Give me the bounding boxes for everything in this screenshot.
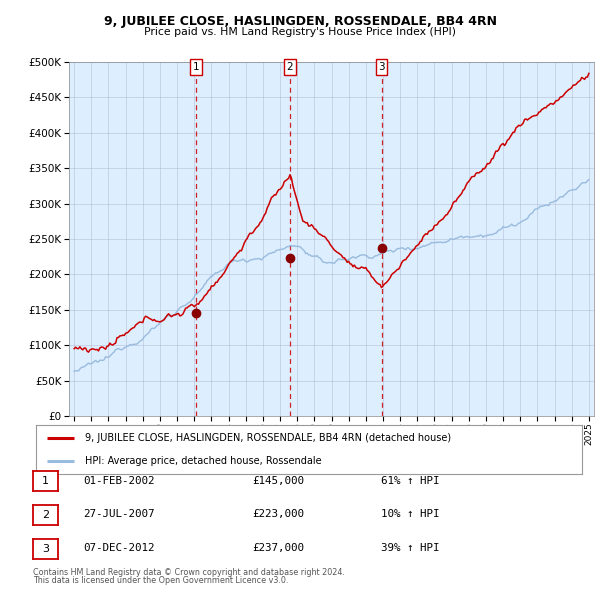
Text: This data is licensed under the Open Government Licence v3.0.: This data is licensed under the Open Gov… [33, 576, 289, 585]
Text: 07-DEC-2012: 07-DEC-2012 [83, 543, 154, 553]
Text: 9, JUBILEE CLOSE, HASLINGDEN, ROSSENDALE, BB4 4RN (detached house): 9, JUBILEE CLOSE, HASLINGDEN, ROSSENDALE… [85, 433, 451, 443]
Text: 01-FEB-2002: 01-FEB-2002 [83, 476, 154, 486]
Text: 27-JUL-2007: 27-JUL-2007 [83, 510, 154, 519]
Text: Contains HM Land Registry data © Crown copyright and database right 2024.: Contains HM Land Registry data © Crown c… [33, 568, 345, 577]
Text: Price paid vs. HM Land Registry's House Price Index (HPI): Price paid vs. HM Land Registry's House … [144, 27, 456, 37]
Text: £223,000: £223,000 [252, 510, 304, 519]
Text: £145,000: £145,000 [252, 476, 304, 486]
Text: 39% ↑ HPI: 39% ↑ HPI [381, 543, 439, 553]
Text: 61% ↑ HPI: 61% ↑ HPI [381, 476, 439, 486]
Text: 3: 3 [42, 544, 49, 553]
Text: 9, JUBILEE CLOSE, HASLINGDEN, ROSSENDALE, BB4 4RN: 9, JUBILEE CLOSE, HASLINGDEN, ROSSENDALE… [104, 15, 497, 28]
Text: 1: 1 [42, 477, 49, 486]
Text: 3: 3 [378, 62, 385, 72]
Text: HPI: Average price, detached house, Rossendale: HPI: Average price, detached house, Ross… [85, 455, 322, 466]
Text: 2: 2 [287, 62, 293, 72]
Text: 2: 2 [42, 510, 49, 520]
Text: 1: 1 [193, 62, 199, 72]
Text: 10% ↑ HPI: 10% ↑ HPI [381, 510, 439, 519]
Text: £237,000: £237,000 [252, 543, 304, 553]
